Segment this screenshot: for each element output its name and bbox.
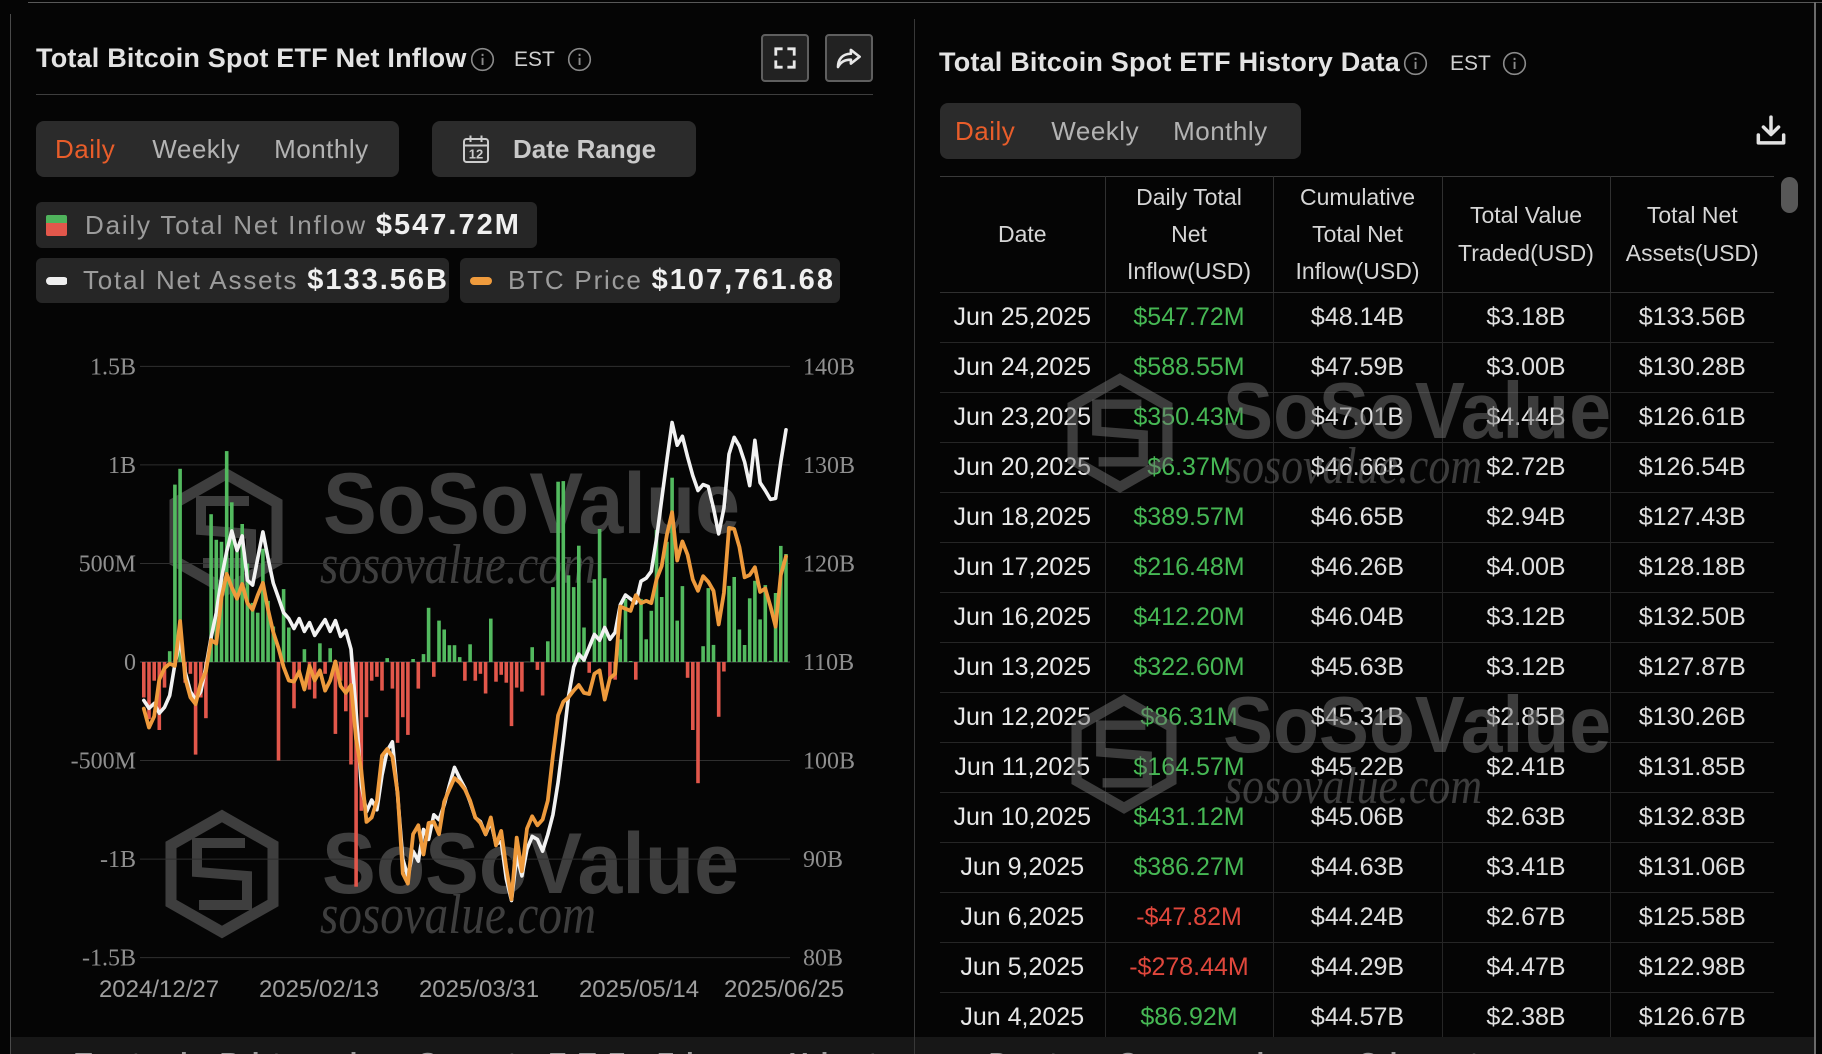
svg-text:sosovalue.com: sosovalue.com: [320, 884, 596, 946]
svg-text:2025/06/25: 2025/06/25: [724, 976, 844, 1003]
svg-text:130B: 130B: [803, 453, 855, 479]
svg-text:2025/05/14: 2025/05/14: [579, 976, 699, 1003]
svg-text:-1B: -1B: [100, 847, 136, 873]
svg-text:140B: 140B: [803, 354, 855, 380]
svg-text:100B: 100B: [803, 749, 855, 775]
svg-text:80B: 80B: [803, 946, 843, 972]
svg-text:1.5B: 1.5B: [90, 354, 136, 380]
svg-text:sosovalue.com: sosovalue.com: [320, 534, 596, 596]
svg-text:90B: 90B: [803, 847, 843, 873]
svg-text:-1.5B: -1.5B: [82, 946, 136, 972]
svg-text:2025/02/13: 2025/02/13: [259, 976, 379, 1003]
svg-text:0: 0: [124, 650, 136, 676]
svg-text:2024/12/27: 2024/12/27: [99, 976, 219, 1003]
svg-text:1B: 1B: [108, 453, 136, 479]
svg-text:110B: 110B: [803, 650, 854, 676]
svg-text:SoSoValue: SoSoValue: [322, 816, 739, 912]
svg-text:-500M: -500M: [71, 749, 136, 775]
svg-text:12: 12: [469, 147, 483, 162]
svg-text:120B: 120B: [803, 552, 855, 578]
svg-text:500M: 500M: [79, 552, 136, 578]
svg-text:2025/03/31: 2025/03/31: [419, 976, 539, 1003]
